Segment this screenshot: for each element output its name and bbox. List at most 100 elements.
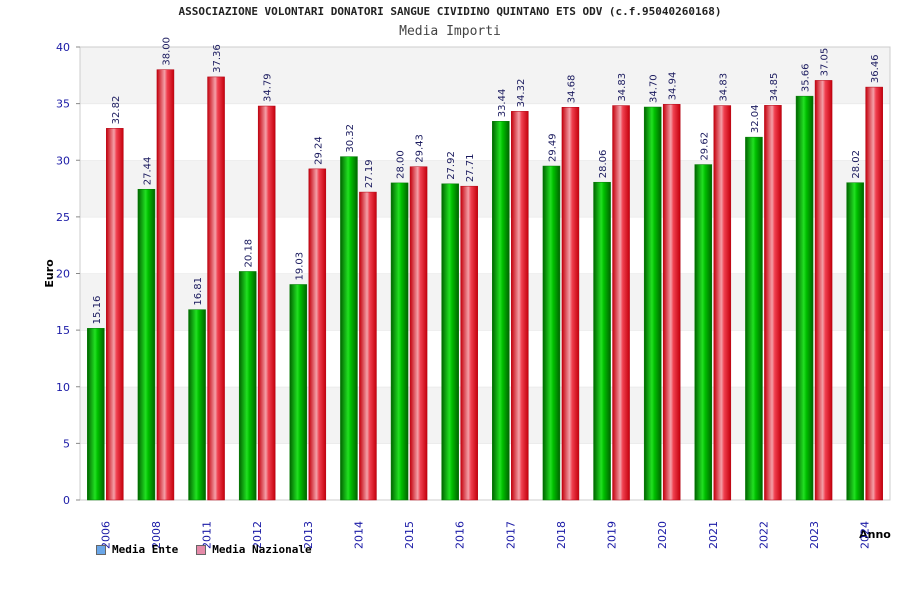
x-axis-label: Anno [859,528,891,541]
x-tick-label-2021: 2021 [707,521,720,549]
x-tick-label-2012: 2012 [251,521,264,549]
bar-media-ente-2006 [87,328,105,501]
bar-media-nazionale-2008 [156,69,175,501]
data-label-media-ente-2012: 20.18 [244,239,255,268]
bar-media-ente-2013 [289,284,308,501]
y-tick-label: 10 [56,381,70,394]
bar-media-ente-2016 [441,183,459,501]
data-label-media-nazionale-2008: 38.00 [161,37,172,66]
bar-media-ente-2012 [238,271,257,501]
bar-media-ente-2008 [137,188,156,501]
y-tick-label: 40 [56,41,70,54]
bar-media-ente-2022 [745,136,763,501]
data-label-media-ente-2018: 29.49 [547,133,558,162]
legend-item-media-ente: Media Ente [96,543,178,556]
y-tick-label: 25 [56,211,70,224]
x-tick-label-2015: 2015 [403,521,416,549]
data-label-media-nazionale-2020: 34.94 [668,72,679,101]
bar-media-nazionale-2018 [561,106,580,501]
data-label-media-nazionale-2012: 34.79 [263,73,274,102]
x-tick-label-2023: 2023 [808,521,821,549]
bar-media-nazionale-2013 [308,168,327,501]
y-tick-label: 30 [56,154,70,167]
y-tick-label: 5 [63,437,70,450]
bar-media-nazionale-2011 [207,76,225,501]
x-tick-label-2014: 2014 [352,521,365,549]
data-label-media-nazionale-2011: 37.36 [212,44,223,73]
data-label-media-nazionale-2019: 34.83 [617,73,628,102]
data-label-media-ente-2015: 28.00 [396,150,407,179]
bar-media-ente-2021 [694,164,713,501]
data-label-media-nazionale-2018: 34.68 [566,75,577,104]
data-label-media-nazionale-2023: 37.05 [820,48,831,77]
bar-media-nazionale-2016 [460,185,478,501]
data-label-media-ente-2022: 32.04 [750,105,761,134]
legend: Media Ente Media Nazionale [96,543,312,556]
data-label-media-nazionale-2021: 34.83 [718,73,729,102]
bar-media-nazionale-2006 [106,128,124,501]
data-label-media-nazionale-2014: 27.19 [364,159,375,188]
bar-media-nazionale-2014 [359,191,377,501]
data-label-media-nazionale-2016: 27.71 [465,154,476,183]
x-tick-label-2022: 2022 [757,521,770,549]
bar-media-nazionale-2012 [257,105,276,501]
data-label-media-ente-2016: 27.92 [446,151,457,180]
y-tick-label: 0 [63,494,70,507]
bar-media-nazionale-2015 [409,166,428,501]
y-tick-label: 15 [56,324,70,337]
chart-subtitle: Media Importi [399,24,501,39]
x-tick-label-2016: 2016 [454,521,467,549]
data-label-media-ente-2006: 15.16 [92,296,103,325]
y-tick-label: 20 [56,268,70,281]
bar-media-ente-2023 [795,95,814,501]
x-tick-label-2020: 2020 [656,521,669,549]
bar-media-nazionale-2019 [612,105,630,501]
x-tick-label-2017: 2017 [504,521,517,549]
bar-media-ente-2018 [542,165,561,501]
legend-swatch-media-ente [96,544,106,555]
data-label-media-ente-2019: 28.06 [598,150,609,179]
bar-media-ente-2014 [340,156,358,501]
chart-title: ASSOCIAZIONE VOLONTARI DONATORI SANGUE C… [178,5,722,18]
data-label-media-nazionale-2024: 36.46 [870,54,881,83]
bar-media-ente-2015 [390,182,409,501]
legend-swatch-media-nazionale [196,544,207,555]
bar-media-ente-2020 [643,106,662,501]
bar-media-ente-2017 [492,121,510,501]
legend-label-media-nazionale: Media Nazionale [212,543,312,556]
x-tick-label-2018: 2018 [555,521,568,549]
data-label-media-nazionale-2017: 34.32 [516,79,527,108]
data-label-media-ente-2024: 28.02 [851,150,862,179]
bar-media-nazionale-2023 [814,80,833,501]
bar-media-ente-2011 [188,309,206,501]
bar-media-nazionale-2022 [764,105,782,501]
legend-item-media-nazionale: Media Nazionale [196,543,312,556]
x-tick-label-2013: 2013 [302,521,315,549]
data-label-media-ente-2008: 27.44 [142,157,153,186]
x-tick-label-2008: 2008 [150,521,163,549]
bar-media-nazionale-2024 [865,86,883,501]
y-axis-label: Euro [43,259,56,288]
bar-media-ente-2024 [846,182,864,501]
data-label-media-ente-2013: 19.03 [294,252,305,281]
bar-media-nazionale-2020 [662,104,681,501]
data-label-media-nazionale-2013: 29.24 [313,136,324,165]
data-label-media-nazionale-2022: 34.85 [769,73,780,102]
data-label-media-ente-2011: 16.81 [193,277,204,306]
x-tick-label-2006: 2006 [99,521,112,549]
legend-label-media-ente: Media Ente [112,543,179,556]
bar-media-ente-2019 [593,181,611,501]
data-label-media-ente-2014: 30.32 [345,124,356,153]
data-label-media-ente-2017: 33.44 [497,89,508,118]
data-label-media-ente-2023: 35.66 [801,64,812,93]
bar-media-nazionale-2021 [713,105,732,501]
data-label-media-ente-2020: 34.70 [649,74,660,103]
bar-media-nazionale-2017 [511,111,529,501]
y-tick-label: 35 [56,98,70,111]
data-label-media-nazionale-2015: 29.43 [415,134,426,163]
x-tick-label-2024: 2024 [859,521,872,549]
data-label-media-nazionale-2006: 32.82 [111,96,122,125]
x-tick-label-2019: 2019 [606,521,619,549]
x-tick-label-2011: 2011 [201,521,214,549]
